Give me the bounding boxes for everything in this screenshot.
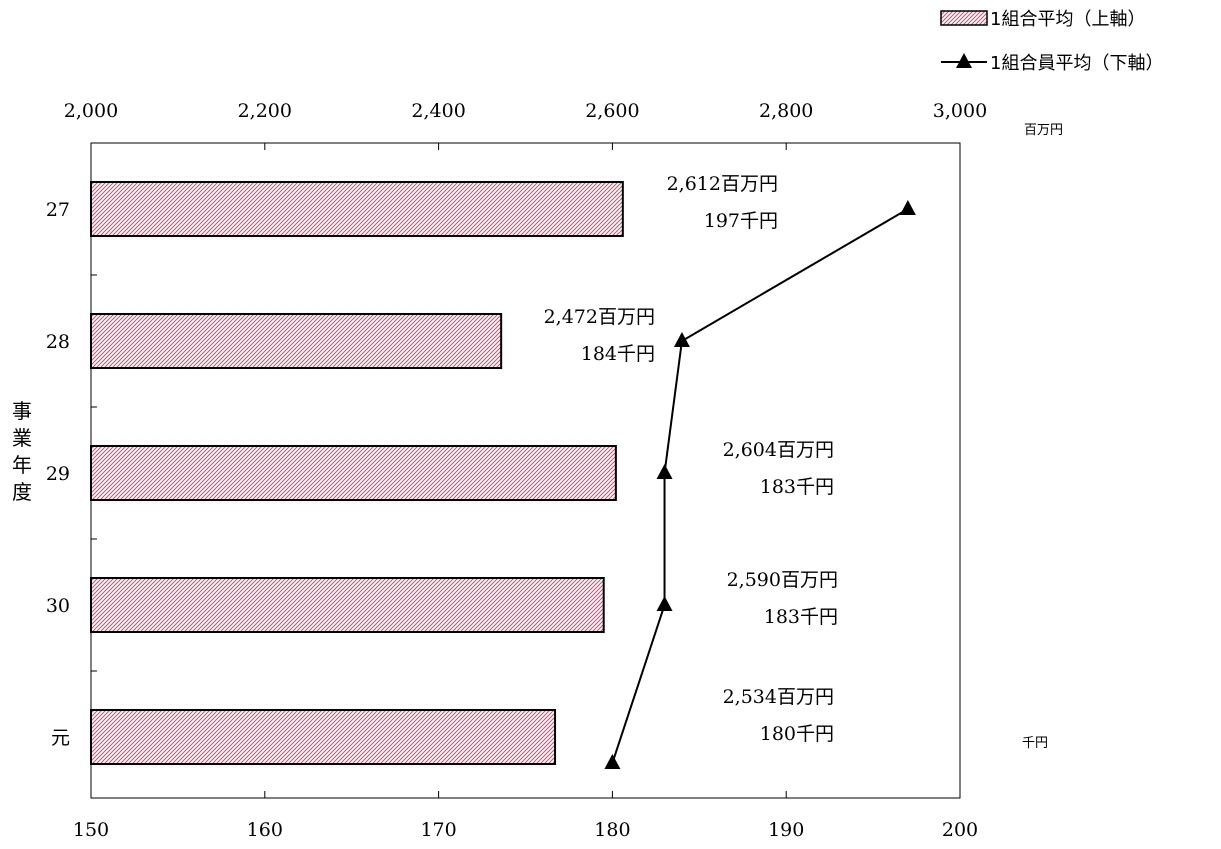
bars xyxy=(90,181,624,765)
bottom-axis-tick-label: 170 xyxy=(420,819,456,841)
legend-bar-swatch xyxy=(940,10,988,26)
category-label: 30 xyxy=(46,595,70,617)
top-axis-tick-label: 2,400 xyxy=(411,100,465,122)
top-axis-tick-label: 2,200 xyxy=(238,100,292,122)
line-data-label: 183千円 xyxy=(764,606,838,628)
top-axis-tick-label: 2,000 xyxy=(64,100,118,122)
legend-bar-label: 1組合平均（上軸） xyxy=(990,9,1145,30)
bar xyxy=(90,577,605,633)
bar-data-label: 2,534百万円 xyxy=(723,686,834,708)
legend-line-label: 1組合員平均（下軸） xyxy=(990,53,1163,74)
bottom-axis-unit: 千円 xyxy=(1022,736,1048,751)
top-axis: 2,000 2,200 2,400 2,600 2,800 3,000 xyxy=(64,100,987,150)
y-axis-title: 事業年度 xyxy=(12,399,32,504)
line-data-label: 184千円 xyxy=(581,343,655,365)
line-data-label: 180千円 xyxy=(760,723,834,745)
top-axis-tick-label: 3,000 xyxy=(933,100,987,122)
bar xyxy=(90,445,617,501)
legend-item-line: 1組合員平均（下軸） xyxy=(941,53,1163,74)
category-label: 28 xyxy=(46,331,70,353)
bottom-axis-tick-label: 190 xyxy=(768,819,804,841)
bottom-axis-tick-label: 150 xyxy=(73,819,109,841)
bottom-axis: 150 160 170 180 190 200 xyxy=(73,791,978,841)
line-data-label: 197千円 xyxy=(704,210,778,232)
legend-triangle-marker xyxy=(956,53,972,68)
line-series xyxy=(604,200,916,769)
bar xyxy=(90,313,503,369)
category-label: 元 xyxy=(51,727,70,749)
category-label: 29 xyxy=(46,463,70,485)
line-point xyxy=(656,464,673,479)
bar xyxy=(90,709,557,765)
top-axis-tick-label: 2,600 xyxy=(585,100,639,122)
line-data-label: 183千円 xyxy=(760,476,834,498)
category-axis: 27 28 29 30 元 xyxy=(46,199,97,749)
bar-data-label: 2,472百万円 xyxy=(544,306,655,328)
line-point xyxy=(604,754,621,769)
bar-data-label: 2,612百万円 xyxy=(667,173,778,195)
legend-item-bar: 1組合平均（上軸） xyxy=(940,9,1145,30)
line-point xyxy=(656,596,673,611)
category-label: 27 xyxy=(46,199,70,221)
bottom-axis-tick-label: 180 xyxy=(594,819,630,841)
bar-data-label: 2,590百万円 xyxy=(727,569,838,591)
bar-data-label: 2,604百万円 xyxy=(723,439,834,461)
top-axis-unit: 百万円 xyxy=(1024,123,1063,138)
bottom-axis-tick-label: 200 xyxy=(942,819,978,841)
legend: 1組合平均（上軸） 1組合員平均（下軸） xyxy=(940,9,1163,74)
data-labels: 2,612百万円 197千円 2,472百万円 184千円 2,604百万円 183千円 2… xyxy=(544,173,838,745)
top-axis-tick-label: 2,800 xyxy=(759,100,813,122)
line-point xyxy=(673,332,690,347)
line-point xyxy=(899,200,916,215)
bar xyxy=(90,181,624,237)
bottom-axis-tick-label: 160 xyxy=(247,819,283,841)
